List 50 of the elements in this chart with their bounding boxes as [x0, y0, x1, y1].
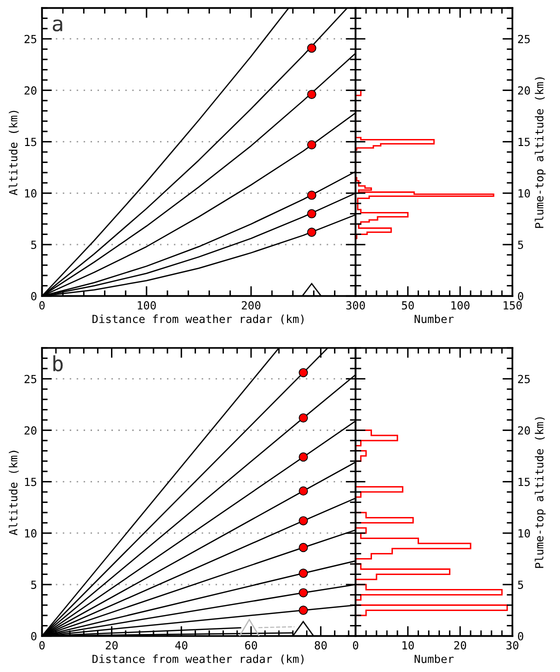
x-tick-label: 200 — [242, 301, 260, 310]
y-axis-title: Plume-top altitude (km) — [534, 417, 546, 568]
y-tick-label: 5 — [31, 240, 36, 249]
y-tick-label: 15 — [518, 138, 530, 146]
y-tick-label: 20 — [24, 426, 36, 435]
y-tick-label: 25 — [24, 374, 36, 384]
x-tick-label: 300 — [346, 301, 365, 310]
x-tick-label: 100 — [451, 301, 470, 310]
x-tick-label: 30 — [506, 641, 518, 650]
y-tick-label: 25 — [518, 374, 530, 384]
x-tick-label: 60 — [245, 641, 258, 650]
x-tick-label: 20 — [106, 641, 118, 650]
x-axis-title: Number — [414, 314, 454, 324]
x-tick-label: 10 — [402, 641, 414, 650]
x-tick-label: 40 — [175, 641, 188, 650]
y-tick-label: 15 — [518, 478, 530, 486]
y-tick-label: 5 — [518, 580, 524, 589]
y-tick-label: 10 — [25, 189, 36, 198]
y-tick-label: 10 — [518, 529, 530, 538]
x-tick-label: 0 — [352, 641, 358, 650]
y-tick-label: 0 — [31, 632, 36, 640]
y-tick-label: 15 — [25, 478, 36, 486]
chart-title: a — [52, 19, 62, 32]
y-tick-label: 20 — [24, 86, 36, 95]
y-tick-label: 25 — [24, 34, 36, 44]
x-axis-title: Distance from weather radar (km) — [92, 654, 304, 664]
y-tick-label: 25 — [518, 34, 530, 44]
x-axis-title: Distance from weather radar (km) — [92, 314, 304, 324]
x-tick-label: 20 — [454, 641, 466, 650]
y-axis-title: Plume-top altitude (km) — [534, 77, 546, 228]
y-tick-label: 0 — [518, 292, 524, 300]
y-tick-label: 0 — [31, 292, 36, 300]
y-tick-label: 20 — [518, 426, 530, 435]
x-tick-label: 0 — [39, 301, 45, 310]
x-axis-title: Number — [414, 654, 454, 664]
y-axis-title: Altitude (km) — [8, 110, 19, 196]
y-axis-title: Altitude (km) — [8, 450, 19, 536]
y-tick-label: 20 — [518, 86, 530, 95]
x-tick-label: 50 — [402, 301, 414, 310]
x-tick-label: 150 — [504, 301, 522, 310]
x-tick-label: 0 — [39, 641, 45, 650]
y-tick-label: 15 — [25, 138, 36, 146]
y-tick-label: 0 — [518, 632, 524, 640]
x-tick-label: 100 — [138, 301, 156, 310]
y-tick-label: 5 — [518, 240, 524, 249]
y-tick-label: 5 — [31, 580, 36, 589]
x-tick-label: 80 — [314, 641, 327, 650]
y-tick-label: 10 — [25, 529, 36, 538]
chart-title: b — [53, 355, 63, 372]
y-tick-label: 10 — [518, 189, 530, 198]
